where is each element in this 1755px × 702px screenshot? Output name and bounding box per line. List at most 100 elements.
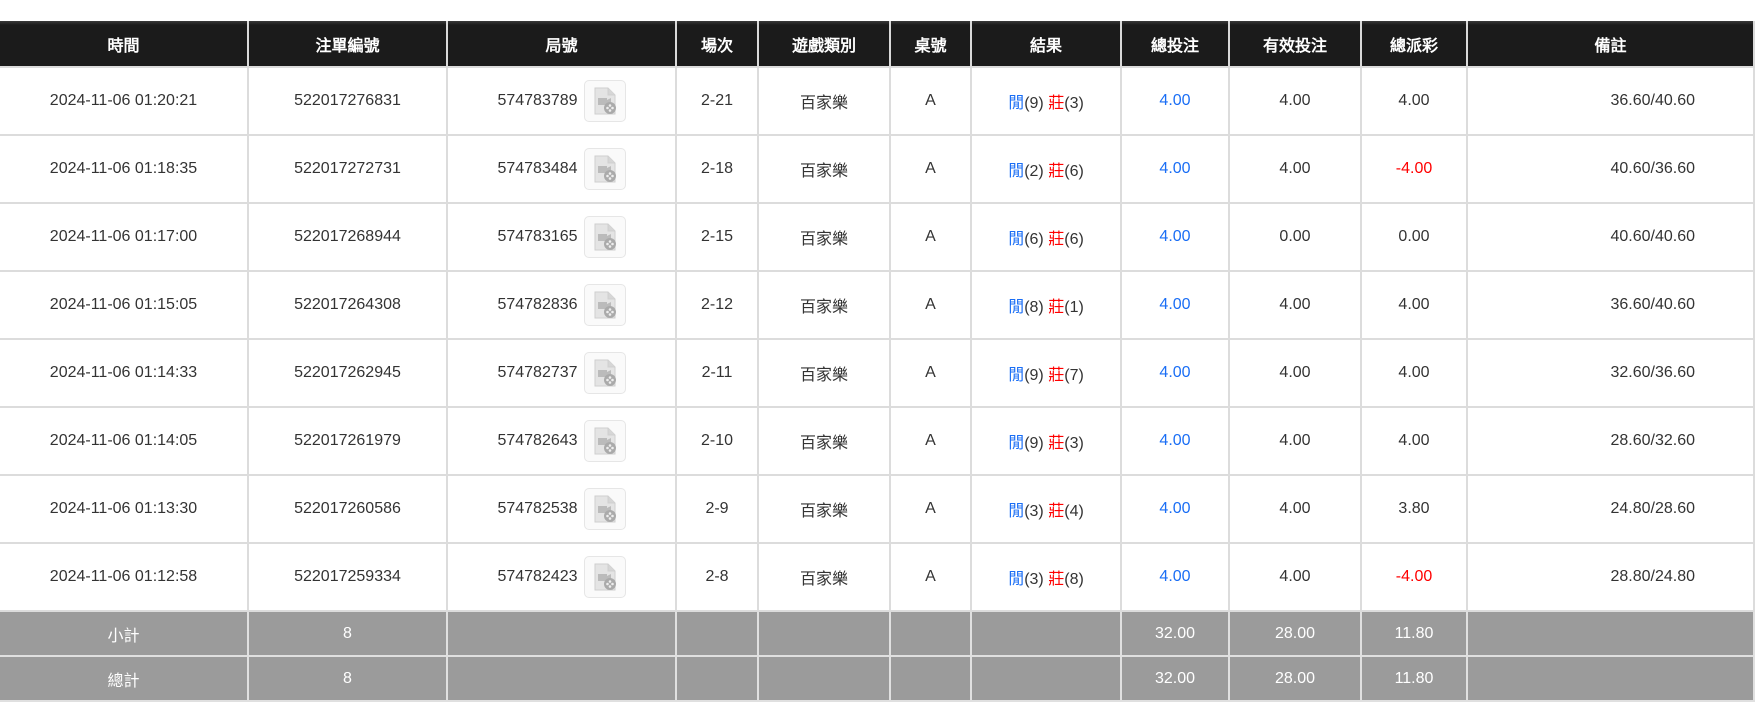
- result: 閒(6) 莊(6): [970, 202, 1122, 272]
- bet-id: 522017272731: [247, 134, 448, 204]
- memo: 28.80/24.80: [1466, 542, 1755, 612]
- round-number: 574782836: [497, 296, 578, 314]
- banker-score: (8): [1064, 571, 1084, 588]
- summary-label: 小計: [0, 610, 249, 657]
- valid-bet: 4.00: [1228, 542, 1362, 612]
- bet-id: 522017264308: [247, 270, 448, 340]
- banker-score: (7): [1064, 367, 1084, 384]
- player-label: 閒: [1008, 95, 1025, 112]
- game-type: 百家樂: [757, 202, 891, 272]
- video-file-icon[interactable]: [583, 488, 626, 530]
- total-payout: 4.00: [1360, 406, 1468, 476]
- memo: 40.60/36.60: [1466, 134, 1755, 204]
- memo: 36.60/40.60: [1466, 270, 1755, 340]
- banker-label: 莊: [1048, 231, 1065, 248]
- column-header-memo: 備註: [1466, 21, 1755, 67]
- total-payout: 4.00: [1360, 66, 1468, 136]
- table-row: 2024-11-06 01:20:21 522017276831 5747837…: [0, 66, 1755, 136]
- column-header-game-type: 遊戲類別: [757, 21, 891, 67]
- table-header-row: 時間 注單編號 局號 場次 遊戲類別 桌號 結果 總投注 有效投注 總派彩 備註: [0, 21, 1755, 67]
- video-file-icon[interactable]: [583, 216, 626, 258]
- column-header-session: 場次: [675, 21, 759, 67]
- session: 2-11: [675, 338, 759, 408]
- bet-id: 522017260586: [247, 474, 448, 544]
- bet-id: 522017259334: [247, 542, 448, 612]
- player-score: (2): [1024, 163, 1044, 180]
- result: 閒(3) 莊(8): [970, 542, 1122, 612]
- player-score: (9): [1024, 367, 1044, 384]
- total-payout: -4.00: [1360, 542, 1468, 612]
- memo: 24.80/28.60: [1466, 474, 1755, 544]
- summary-total-bet: 32.00: [1120, 610, 1230, 657]
- valid-bet: 4.00: [1228, 270, 1362, 340]
- game-type: 百家樂: [757, 542, 891, 612]
- bet-records-table: 時間 注單編號 局號 場次 遊戲類別 桌號 結果 總投注 有效投注 總派彩 備註 2024-11-0…: [0, 21, 1755, 702]
- video-file-icon[interactable]: [583, 284, 626, 326]
- session: 2-21: [675, 66, 759, 136]
- player-score: (6): [1024, 231, 1044, 248]
- video-file-icon[interactable]: [583, 148, 626, 190]
- bet-time: 2024-11-06 01:13:30: [0, 474, 249, 544]
- valid-bet: 4.00: [1228, 474, 1362, 544]
- total-payout: 4.00: [1360, 270, 1468, 340]
- total-bet: 4.00: [1120, 338, 1230, 408]
- session: 2-15: [675, 202, 759, 272]
- summary-valid-bet: 28.00: [1228, 655, 1362, 702]
- valid-bet: 4.00: [1228, 406, 1362, 476]
- bet-time: 2024-11-06 01:14:33: [0, 338, 249, 408]
- player-label: 閒: [1008, 163, 1025, 180]
- valid-bet: 4.00: [1228, 338, 1362, 408]
- bet-time: 2024-11-06 01:12:58: [0, 542, 249, 612]
- summary-payout: 11.80: [1360, 610, 1468, 657]
- valid-bet: 4.00: [1228, 66, 1362, 136]
- game-type: 百家樂: [757, 338, 891, 408]
- player-label: 閒: [1008, 571, 1025, 588]
- player-label: 閒: [1008, 231, 1025, 248]
- bet-time: 2024-11-06 01:18:35: [0, 134, 249, 204]
- table-row: 2024-11-06 01:14:33 522017262945 5747827…: [0, 338, 1755, 408]
- table-no: A: [889, 66, 972, 136]
- round-number: 574782423: [497, 568, 578, 586]
- memo: 40.60/40.60: [1466, 202, 1755, 272]
- video-file-icon[interactable]: [583, 556, 626, 598]
- round-cell: 574782538: [446, 474, 677, 544]
- banker-label: 莊: [1048, 435, 1065, 452]
- column-header-bet-id: 注單編號: [247, 21, 448, 67]
- banker-label: 莊: [1048, 503, 1065, 520]
- total-bet: 4.00: [1120, 134, 1230, 204]
- column-header-total-payout: 總派彩: [1360, 21, 1468, 67]
- round-number: 574782538: [497, 500, 578, 518]
- total-bet: 4.00: [1120, 406, 1230, 476]
- player-label: 閒: [1008, 503, 1025, 520]
- table-no: A: [889, 406, 972, 476]
- result: 閒(8) 莊(1): [970, 270, 1122, 340]
- summary-total-bet: 32.00: [1120, 655, 1230, 702]
- video-file-icon[interactable]: [583, 352, 626, 394]
- session: 2-10: [675, 406, 759, 476]
- banker-label: 莊: [1048, 571, 1065, 588]
- round-number: 574782643: [497, 432, 578, 450]
- round-number: 574783789: [497, 92, 578, 110]
- valid-bet: 4.00: [1228, 134, 1362, 204]
- bet-id: 522017276831: [247, 66, 448, 136]
- total-bet: 4.00: [1120, 202, 1230, 272]
- session: 2-9: [675, 474, 759, 544]
- round-cell: 574783165: [446, 202, 677, 272]
- player-score: (9): [1024, 435, 1044, 452]
- video-file-icon[interactable]: [583, 80, 626, 122]
- round-cell: 574782423: [446, 542, 677, 612]
- total-payout: 0.00: [1360, 202, 1468, 272]
- video-file-icon[interactable]: [583, 420, 626, 462]
- round-cell: 574782836: [446, 270, 677, 340]
- table-no: A: [889, 202, 972, 272]
- result: 閒(9) 莊(3): [970, 66, 1122, 136]
- result: 閒(9) 莊(7): [970, 338, 1122, 408]
- session: 2-8: [675, 542, 759, 612]
- total-payout: 4.00: [1360, 338, 1468, 408]
- session: 2-18: [675, 134, 759, 204]
- total-bet: 4.00: [1120, 542, 1230, 612]
- bet-time: 2024-11-06 01:17:00: [0, 202, 249, 272]
- round-number: 574783484: [497, 160, 578, 178]
- result: 閒(3) 莊(4): [970, 474, 1122, 544]
- player-label: 閒: [1008, 367, 1025, 384]
